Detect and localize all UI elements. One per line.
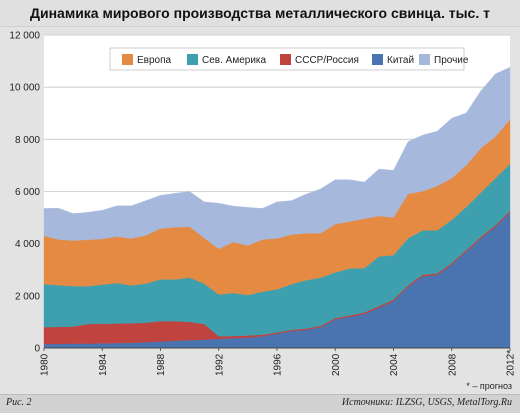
x-tick-label: 2008 — [447, 353, 458, 376]
x-tick-label: 1992 — [214, 353, 225, 376]
legend-swatch — [280, 54, 291, 65]
x-tick-label: 2012* — [506, 350, 517, 376]
legend-swatch — [122, 54, 133, 65]
legend-label: Китай — [387, 55, 414, 66]
y-tick-label: 6 000 — [15, 187, 40, 198]
footer-bar: Рис. 2 Источники: ILZSG, USGS, MetalTorg… — [0, 394, 520, 413]
figure-label: Рис. 2 — [6, 397, 32, 408]
area-Прочие — [43, 67, 511, 250]
footnote: * – прогноз — [466, 381, 512, 391]
legend-swatch — [372, 54, 383, 65]
x-tick-label: 1996 — [273, 353, 284, 376]
sources-text: Источники: ILZSG, USGS, MetalTorg.Ru — [341, 397, 512, 408]
series-areas — [43, 67, 511, 349]
x-tick-label: 1980 — [40, 353, 51, 376]
page-title: Динамика мирового производства металличе… — [0, 0, 520, 27]
x-tick-label: 1988 — [156, 353, 167, 376]
y-tick-label: 0 — [34, 344, 40, 355]
y-tick-label: 10 000 — [9, 83, 40, 94]
legend-label: Сев. Америка — [202, 55, 267, 66]
y-tick-label: 4 000 — [15, 239, 40, 250]
x-tick-label: 1984 — [98, 353, 109, 376]
legend-swatch — [187, 54, 198, 65]
y-tick-label: 12 000 — [9, 31, 40, 42]
x-tick-label: 2000 — [331, 353, 342, 376]
y-tick-label: 2 000 — [15, 291, 40, 302]
y-tick-label: 8 000 — [15, 135, 40, 146]
x-axis: 1980 1984 1988 1992 1996 2000 2004 2008 2012* — [40, 348, 517, 376]
x-tick-label: 2004 — [389, 353, 400, 376]
legend: Европа Сев. Америка СССР/Россия Китай Прочие — [109, 47, 469, 71]
legend-label: Европа — [137, 55, 172, 66]
legend-label: СССР/Россия — [295, 55, 359, 66]
legend-swatch — [419, 54, 430, 65]
legend-label: Прочие — [434, 55, 469, 66]
